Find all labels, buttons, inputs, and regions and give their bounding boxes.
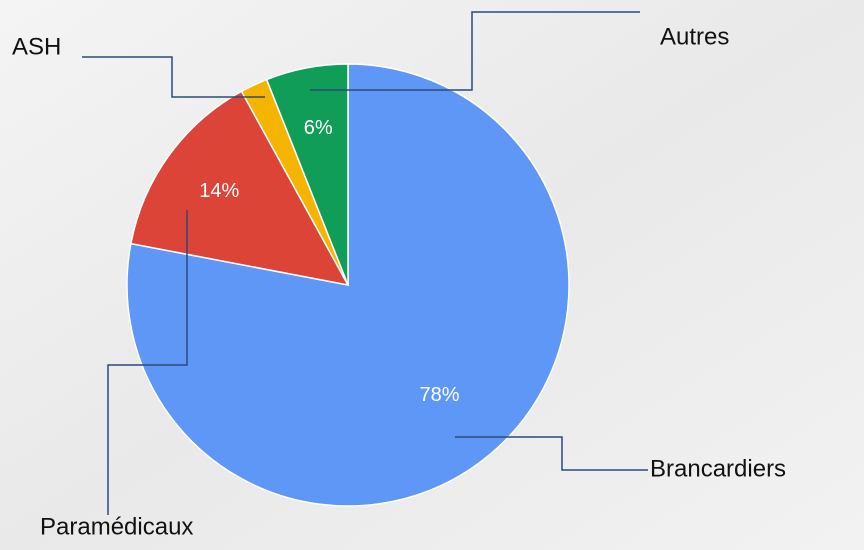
category-label: Paramédicaux bbox=[40, 513, 193, 540]
leader-line bbox=[82, 56, 265, 98]
slice-percent: 14% bbox=[199, 180, 239, 202]
category-label: Autres bbox=[660, 23, 729, 50]
leader-line bbox=[310, 11, 640, 91]
pie-slice bbox=[130, 90, 350, 287]
slice-percent: 6% bbox=[304, 117, 333, 139]
category-label: ASH bbox=[12, 33, 61, 60]
category-label: Brancardiers bbox=[650, 455, 786, 482]
pie-slice bbox=[265, 63, 349, 286]
leader-line bbox=[455, 436, 648, 471]
slice-percent: 78% bbox=[420, 384, 460, 406]
leader-line bbox=[107, 210, 188, 515]
